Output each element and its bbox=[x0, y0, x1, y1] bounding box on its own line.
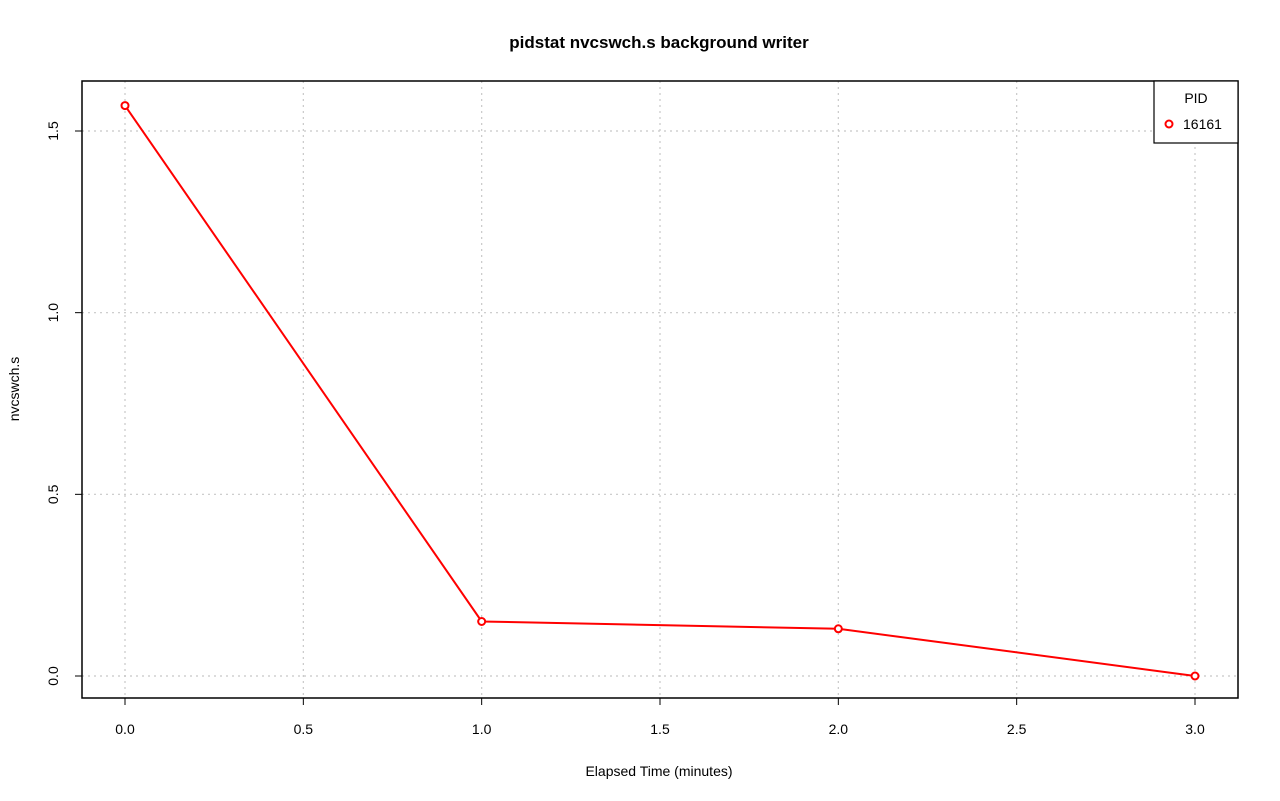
x-tick-label: 2.0 bbox=[829, 721, 849, 737]
data-point bbox=[833, 624, 843, 634]
legend-label: 16161 bbox=[1183, 116, 1222, 132]
x-tick-label: 3.0 bbox=[1185, 721, 1205, 737]
y-tick-label: 0.0 bbox=[45, 666, 61, 686]
legend-title: PID bbox=[1184, 90, 1207, 106]
grid bbox=[82, 81, 1238, 698]
x-tick-label: 0.5 bbox=[294, 721, 314, 737]
data-point bbox=[477, 617, 487, 626]
x-tick-label: 0.0 bbox=[115, 721, 135, 737]
y-axis: 0.0 0.5 1.0 1.5 bbox=[45, 121, 82, 686]
x-axis: 0.0 0.5 1.0 1.5 2.0 2.5 3.0 bbox=[115, 698, 1205, 737]
y-axis-label: nvcswch.s bbox=[6, 357, 22, 422]
legend-entries: 16161 bbox=[1164, 116, 1222, 132]
legend: PID 16161 bbox=[1153, 80, 1239, 144]
legend-marker bbox=[1164, 119, 1174, 129]
x-axis-label: Elapsed Time (minutes) bbox=[585, 763, 732, 779]
legend-box bbox=[1153, 80, 1239, 144]
y-tick-label: 1.5 bbox=[45, 121, 61, 141]
series-layer bbox=[120, 101, 1200, 681]
data-point bbox=[1190, 671, 1200, 681]
series-line bbox=[124, 104, 1196, 677]
data-point bbox=[120, 101, 130, 111]
y-tick-label: 0.5 bbox=[45, 484, 61, 504]
y-tick-label: 1.0 bbox=[45, 303, 61, 323]
x-tick-label: 1.5 bbox=[650, 721, 670, 737]
plot-frame bbox=[81, 80, 1239, 699]
x-tick-label: 1.0 bbox=[472, 721, 492, 737]
x-tick-label: 2.5 bbox=[1007, 721, 1027, 737]
chart-title: pidstat nvcswch.s background writer bbox=[509, 33, 809, 52]
